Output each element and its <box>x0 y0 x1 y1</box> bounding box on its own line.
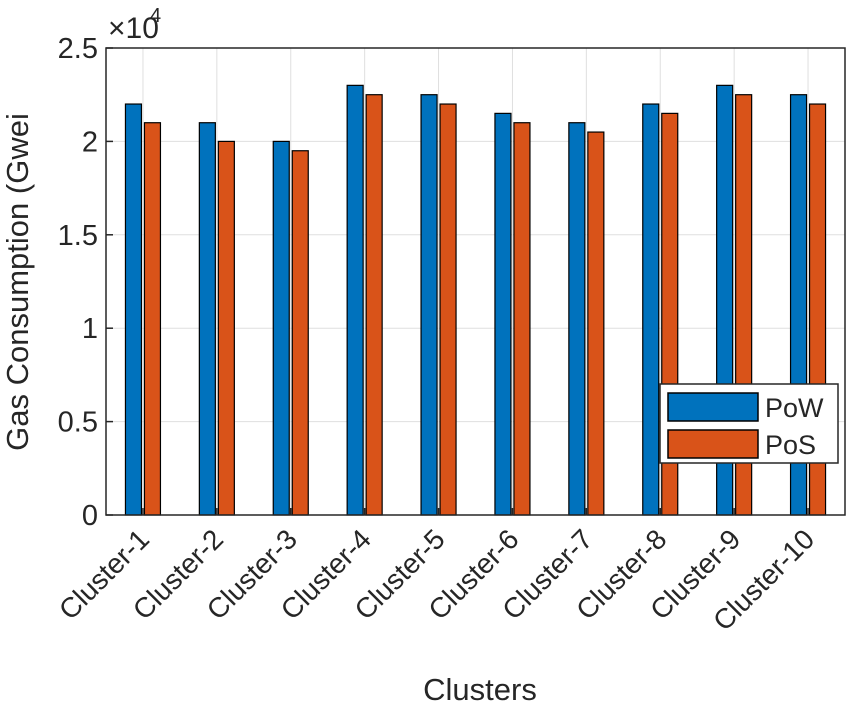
legend-label-pow: PoW <box>765 393 824 423</box>
bar-pow-5 <box>420 94 438 516</box>
y-tick-label: 0.5 <box>58 407 98 439</box>
bar-pow-6 <box>494 112 512 516</box>
y-tick-label: 1 <box>82 313 98 345</box>
y-tick-label: 0 <box>82 500 98 532</box>
bar-pos-7 <box>587 131 605 516</box>
y-tick-label: 2.5 <box>58 33 98 65</box>
exponent-label: ×10 <box>108 12 159 45</box>
bar-pow-1 <box>124 103 143 516</box>
bar-pow-2 <box>198 122 216 516</box>
legend: PoW PoS <box>659 383 839 464</box>
x-ticks: Cluster-1Cluster-2Cluster-3Cluster-4Clus… <box>53 508 820 637</box>
axes-box <box>105 47 846 516</box>
bar-pos-3 <box>291 150 309 516</box>
legend-swatch-pow <box>667 392 759 422</box>
legend-label-pos: PoS <box>765 430 816 460</box>
bar-pow-3 <box>272 140 290 516</box>
legend-swatch-pos <box>667 429 759 459</box>
y-ticks: 0 0.5 1 1.5 2 2.5 <box>58 33 113 532</box>
bar-pow-7 <box>568 122 586 516</box>
y-tick-label: 1.5 <box>58 220 98 252</box>
bar-pow-4 <box>346 84 364 516</box>
exponent-power: 4 <box>150 5 161 27</box>
x-axis-label: Clusters <box>423 672 537 707</box>
bar-pos-4 <box>365 94 383 516</box>
y-tick-label: 2 <box>82 126 98 158</box>
y-axis-label: Gas Consumption (Gwei <box>0 113 35 451</box>
bar-pow-8 <box>642 103 660 516</box>
bar-pos-5 <box>439 103 457 516</box>
bar-pos-6 <box>513 122 531 516</box>
bar-pos-2 <box>217 140 235 516</box>
bar-pos-1 <box>143 122 162 516</box>
